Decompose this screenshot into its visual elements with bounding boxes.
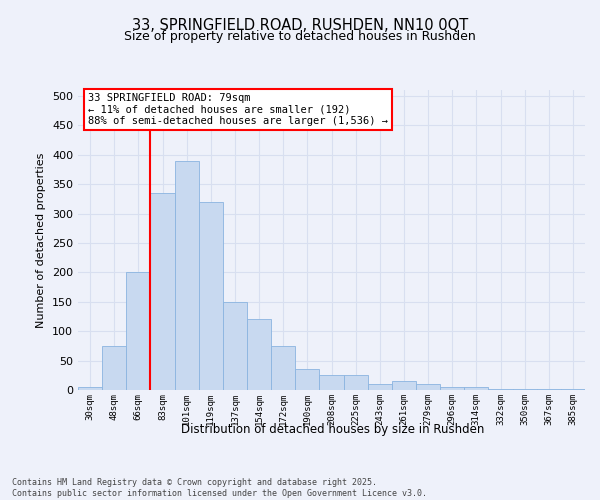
- Bar: [295, 370, 319, 390]
- Bar: [488, 389, 512, 390]
- Bar: [199, 202, 223, 390]
- Bar: [126, 272, 151, 390]
- Bar: [271, 346, 295, 390]
- Text: Size of property relative to detached houses in Rushden: Size of property relative to detached ho…: [124, 30, 476, 43]
- Text: Contains HM Land Registry data © Crown copyright and database right 2025.
Contai: Contains HM Land Registry data © Crown c…: [12, 478, 427, 498]
- Text: Distribution of detached houses by size in Rushden: Distribution of detached houses by size …: [181, 422, 485, 436]
- Bar: [78, 387, 102, 390]
- Bar: [223, 302, 247, 390]
- Text: 33, SPRINGFIELD ROAD, RUSHDEN, NN10 0QT: 33, SPRINGFIELD ROAD, RUSHDEN, NN10 0QT: [132, 18, 468, 32]
- Bar: [464, 387, 488, 390]
- Bar: [537, 389, 561, 390]
- Bar: [175, 160, 199, 390]
- Bar: [151, 193, 175, 390]
- Bar: [102, 346, 126, 390]
- Bar: [392, 381, 416, 390]
- Bar: [440, 387, 464, 390]
- Bar: [368, 384, 392, 390]
- Bar: [512, 389, 537, 390]
- Bar: [561, 389, 585, 390]
- Bar: [247, 320, 271, 390]
- Y-axis label: Number of detached properties: Number of detached properties: [37, 152, 46, 328]
- Bar: [319, 376, 344, 390]
- Bar: [344, 376, 368, 390]
- Text: 33 SPRINGFIELD ROAD: 79sqm
← 11% of detached houses are smaller (192)
88% of sem: 33 SPRINGFIELD ROAD: 79sqm ← 11% of deta…: [88, 93, 388, 126]
- Bar: [416, 384, 440, 390]
